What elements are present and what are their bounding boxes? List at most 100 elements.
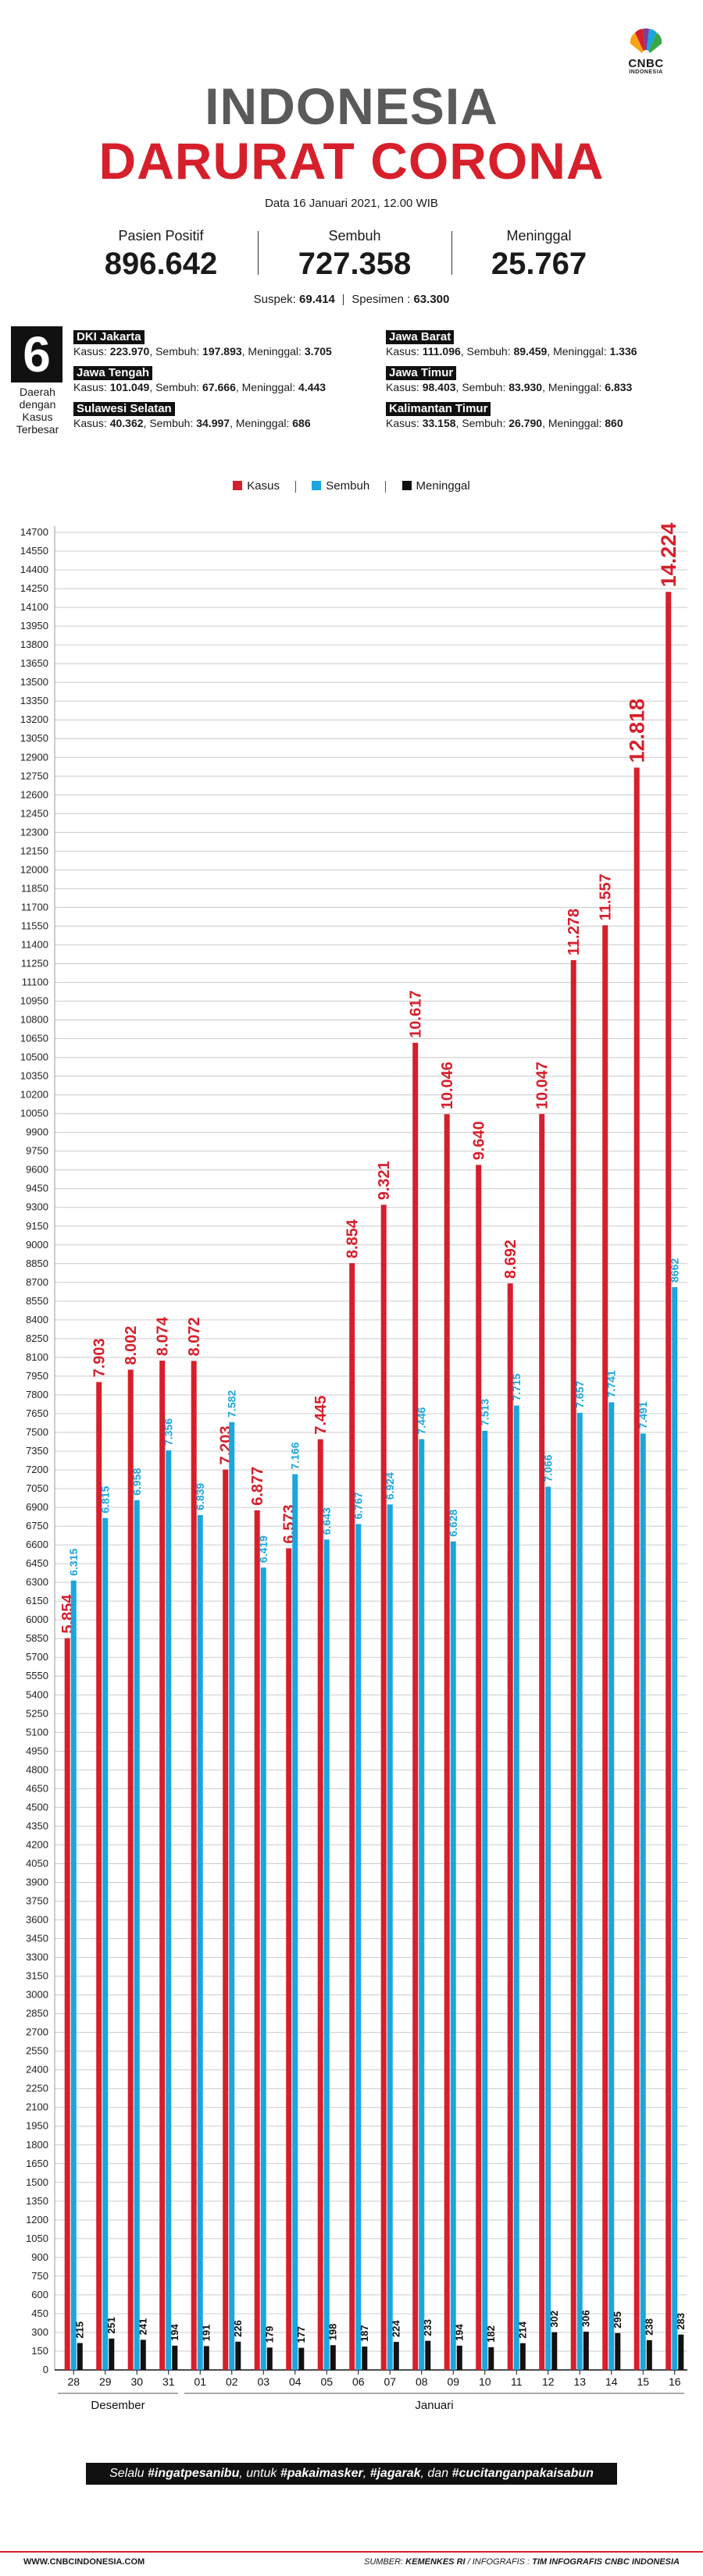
y-tick-label: 4950	[26, 1745, 48, 1756]
province-card: DKI Jakarta Kasus: 223.970, Sembuh: 197.8…	[73, 329, 332, 358]
y-tick-label: 4050	[26, 1857, 48, 1869]
province-stat-value: 26.790	[509, 417, 543, 429]
bar-kasus	[254, 1510, 260, 2370]
province-stat-value: 223.970	[109, 345, 150, 358]
stat-sembuh-value: 727.358	[298, 247, 412, 281]
x-tick-label: 28	[67, 2375, 80, 2388]
bar-sembuh	[545, 1486, 551, 2370]
y-tick-label: 14250	[20, 582, 48, 594]
y-tick-label: 5250	[26, 1707, 48, 1719]
data-label-meninggal: 198	[327, 2324, 338, 2341]
legend-label: Kasus	[247, 479, 280, 493]
stat-sembuh-label: Sembuh	[328, 228, 381, 244]
bar-kasus	[380, 1204, 387, 2370]
stat-positif-value: 896.642	[104, 247, 218, 281]
province-details: Kasus: 40.362, Sembuh: 34.997, Meninggal…	[73, 417, 311, 429]
x-tick-label: 04	[289, 2375, 302, 2388]
x-tick-label: 10	[479, 2375, 491, 2388]
bar-meninggal	[583, 2331, 589, 2370]
province-details: Kasus: 223.970, Sembuh: 197.893, Meningg…	[73, 345, 332, 358]
suspek-spesimen-line: Suspek: 69.414 Spesimen : 63.300	[0, 293, 703, 306]
suspek-divider	[343, 294, 344, 306]
bar-sembuh	[166, 1450, 172, 2370]
y-tick-label: 7650	[26, 1407, 48, 1419]
y-tick-label: 12600	[20, 788, 48, 800]
province-name: Jawa Tengah	[73, 366, 153, 380]
stat-positif: Pasien Positif 896.642	[75, 228, 247, 283]
province-stat-label: Sembuh:	[466, 345, 514, 358]
slogan-text: Selalu	[109, 2467, 148, 2480]
y-tick-label: 10350	[20, 1070, 48, 1082]
bar-meninggal	[266, 2347, 273, 2370]
bar-sembuh	[513, 1405, 519, 2370]
data-label-sembuh: 6.419	[257, 1535, 269, 1563]
infografis-value: TIM INFOGRAFIS CNBC INDONESIA	[532, 2557, 680, 2567]
bar-sembuh	[672, 1286, 678, 2370]
y-tick-label: 1500	[26, 2176, 48, 2188]
province-stat-value: 197.893	[202, 345, 242, 358]
data-label-kasus: 8.692	[502, 1240, 519, 1279]
y-tick-label: 6900	[26, 1501, 48, 1513]
y-tick-label: 6150	[26, 1595, 48, 1606]
y-tick-label: 12150	[20, 845, 48, 856]
bar-kasus	[412, 1042, 419, 2370]
y-tick-label: 10650	[20, 1033, 48, 1044]
data-label-meninggal: 215	[73, 2322, 85, 2339]
y-tick-label: 10800	[20, 1014, 48, 1026]
x-tick-label: 14	[605, 2375, 618, 2388]
y-tick-label: 9600	[26, 1164, 48, 1176]
bar-meninggal	[172, 2345, 178, 2370]
y-tick-label: 14400	[20, 564, 48, 575]
bar-kasus	[633, 767, 640, 2371]
bar-kasus	[286, 1548, 292, 2370]
title-line-1: INDONESIA	[205, 77, 498, 135]
y-tick-label: 4350	[26, 1820, 48, 1831]
y-tick-label: 8100	[26, 1351, 48, 1363]
legend-label: Meninggal	[416, 479, 470, 493]
legend-divider	[385, 480, 387, 493]
data-label-meninggal: 241	[137, 2318, 148, 2336]
x-tick-label: 01	[194, 2375, 206, 2388]
province-stat-value: 686	[292, 417, 311, 429]
province-stat-value: 98.403	[422, 381, 456, 393]
bar-meninggal	[298, 2347, 305, 2370]
bar-sembuh	[482, 1430, 488, 2370]
legend-swatch	[312, 481, 322, 490]
bar-meninggal	[615, 2332, 621, 2370]
bar-sembuh	[576, 1412, 583, 2370]
y-tick-label: 8550	[26, 1295, 48, 1307]
y-tick-label: 13350	[20, 695, 48, 706]
province-stat-label: Kasus:	[386, 417, 423, 429]
legend-sembuh: Sembuh	[312, 479, 369, 493]
y-tick-label: 12300	[20, 826, 48, 838]
bar-sembuh	[608, 1402, 615, 2370]
suspek-label: Suspek:	[253, 293, 296, 306]
data-label-sembuh: 7.066	[542, 1454, 555, 1482]
province-stat-value: 6.833	[605, 381, 633, 393]
x-tick-label: 09	[447, 2375, 459, 2388]
province-stat-label: Kasus:	[386, 381, 423, 393]
y-tick-label: 9300	[26, 1201, 48, 1213]
stat-sembuh: Sembuh 727.358	[269, 228, 441, 283]
province-stat-value: 3.705	[304, 345, 332, 358]
y-tick-label: 11100	[22, 976, 48, 987]
province-stat-value: 67.666	[202, 381, 236, 393]
data-label-kasus: 10.046	[439, 1062, 456, 1109]
data-label-meninggal: 194	[453, 2323, 465, 2340]
data-label-meninggal: 214	[516, 2321, 528, 2338]
bar-meninggal	[678, 2334, 684, 2370]
province-stat-label: Sembuh:	[462, 381, 509, 393]
province-stat-label: Kasus:	[73, 417, 110, 429]
data-label-sembuh: 8662	[669, 1258, 681, 1283]
bar-meninggal	[646, 2339, 652, 2370]
province-stat-value: 83.930	[509, 381, 543, 393]
bar-kasus	[317, 1439, 323, 2370]
y-tick-label: 2550	[26, 2045, 48, 2057]
x-tick-label: 02	[226, 2375, 238, 2388]
province-name: Jawa Barat	[386, 330, 455, 344]
province-card: Jawa Barat Kasus: 111.096, Sembuh: 89.459…	[386, 329, 637, 358]
daerah-caption-line: Kasus	[22, 411, 53, 423]
daerah-caption-line: Daerah	[20, 386, 55, 398]
province-stat-label: Kasus:	[73, 345, 110, 358]
slogan-hashtag: #jagarak	[369, 2467, 421, 2480]
